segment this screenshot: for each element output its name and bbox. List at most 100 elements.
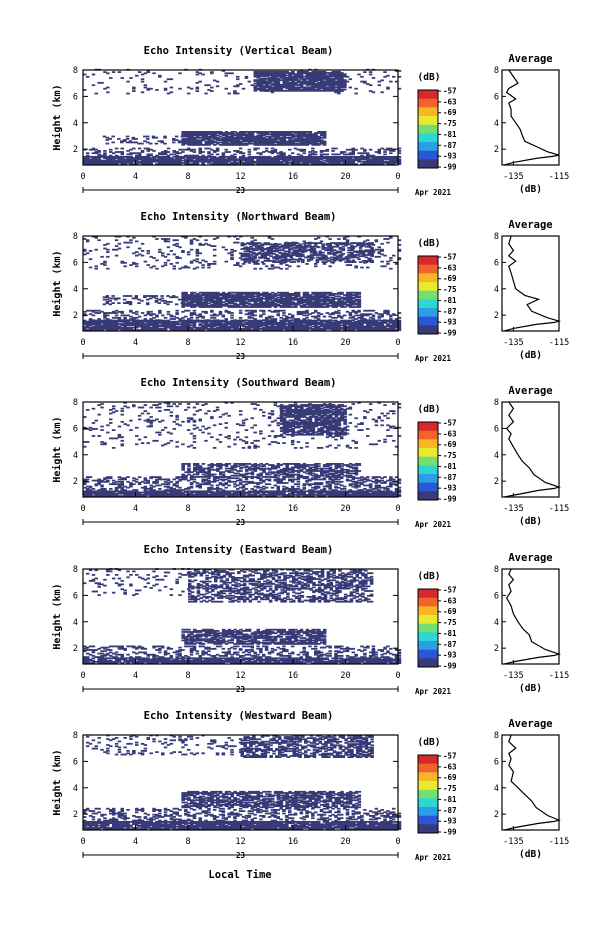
- echo-cell: [308, 138, 312, 140]
- echo-cell: [111, 310, 116, 313]
- echo-cell: [316, 319, 321, 322]
- echo-cell: [181, 235, 185, 238]
- echo-cell: [308, 80, 312, 83]
- echo-cell: [296, 329, 301, 331]
- echo-cell: [227, 139, 232, 142]
- echo-cell: [154, 299, 159, 302]
- echo-cell: [308, 301, 312, 304]
- echo-cell: [247, 302, 252, 305]
- echo-cell: [175, 255, 179, 258]
- echo-cell: [291, 294, 295, 296]
- echo-cell: [322, 156, 327, 158]
- echo-cell: [218, 162, 223, 164]
- echo-cell: [190, 133, 194, 136]
- echo-cell: [120, 158, 124, 161]
- echo-cell: [201, 306, 206, 308]
- echo-cell: [314, 296, 318, 299]
- echo-cell: [230, 134, 234, 137]
- echo-cell: [334, 80, 338, 83]
- echo-cell: [296, 138, 301, 140]
- echo-cell: [351, 158, 355, 161]
- echo-cell: [340, 306, 344, 308]
- echo-cell: [184, 315, 188, 318]
- echo-cell: [328, 304, 333, 307]
- echo-cell: [106, 325, 110, 328]
- echo-cell: [158, 310, 162, 313]
- echo-cell: [149, 160, 153, 163]
- echo-cell: [184, 293, 188, 295]
- echo-cell: [282, 144, 286, 146]
- echo-cell: [83, 313, 87, 316]
- echo-cell: [351, 306, 356, 308]
- echo-cell: [316, 83, 321, 85]
- echo-cell: [134, 296, 138, 299]
- echo-cell: [302, 329, 306, 331]
- echo-cell: [152, 158, 156, 161]
- echo-cell: [244, 325, 249, 328]
- echo-cell: [152, 326, 156, 329]
- echo-cell: [117, 160, 122, 163]
- echo-cell: [374, 329, 379, 331]
- echo-cell: [276, 138, 281, 140]
- echo-cell: [137, 142, 141, 145]
- echo-cell: [201, 310, 205, 313]
- echo-cell: [204, 302, 208, 305]
- echo-cell: [97, 309, 101, 312]
- echo-cell: [181, 141, 185, 144]
- echo-cell: [129, 322, 133, 324]
- echo-cell: [308, 162, 312, 164]
- echo-cell: [227, 301, 232, 304]
- echo-cell: [238, 312, 243, 314]
- echo-cell: [279, 306, 284, 308]
- echo-cell: [245, 301, 249, 304]
- echo-cell: [276, 266, 280, 269]
- echo-cell: [262, 158, 266, 161]
- echo-cell: [120, 328, 124, 330]
- echo-cell: [308, 154, 312, 157]
- echo-cell: [210, 320, 214, 323]
- echo-cell: [294, 78, 298, 80]
- echo-cell: [207, 159, 211, 162]
- echo-cell: [158, 324, 162, 327]
- echo-cells: [83, 235, 402, 331]
- echo-cell: [262, 295, 266, 298]
- echo-cell: [397, 324, 402, 327]
- echo-cell: [259, 246, 263, 249]
- echo-cell: [192, 148, 197, 151]
- echo-cell: [305, 300, 310, 302]
- echo-cell: [397, 329, 402, 331]
- echo-cell: [123, 325, 127, 328]
- echo-cell: [227, 151, 231, 153]
- echo-cell: [175, 151, 179, 153]
- echo-cell: [236, 300, 240, 302]
- echo-cell: [263, 255, 268, 258]
- echo-cell: [377, 155, 381, 158]
- echo-cell: [282, 306, 286, 308]
- echo-cell: [192, 323, 197, 325]
- echo-cell: [314, 135, 318, 138]
- echo-cell: [236, 162, 240, 164]
- echo-cell: [250, 241, 254, 244]
- echo-cell: [221, 315, 226, 318]
- echo-cell: [351, 153, 355, 156]
- echo-cell: [394, 157, 399, 159]
- echo-cell: [212, 238, 217, 240]
- echo-cell: [91, 147, 96, 150]
- echo-cell: [366, 153, 370, 156]
- echo-cell: [259, 297, 263, 300]
- echo-cell: [131, 141, 136, 144]
- echo-cell: [311, 322, 315, 324]
- echo-cell: [137, 325, 142, 328]
- echo-cell: [314, 163, 318, 165]
- echo-cell: [207, 84, 211, 87]
- echo-cell: [146, 162, 150, 164]
- echo-cell: [259, 325, 263, 328]
- echo-cell: [256, 73, 260, 76]
- echo-cell: [149, 328, 153, 330]
- echo-cell: [341, 248, 346, 250]
- echo-cell: [198, 150, 202, 152]
- echo-cell: [94, 158, 98, 161]
- echo-cell: [331, 153, 335, 156]
- echo-cell: [215, 157, 220, 159]
- echo-cell: [314, 302, 318, 305]
